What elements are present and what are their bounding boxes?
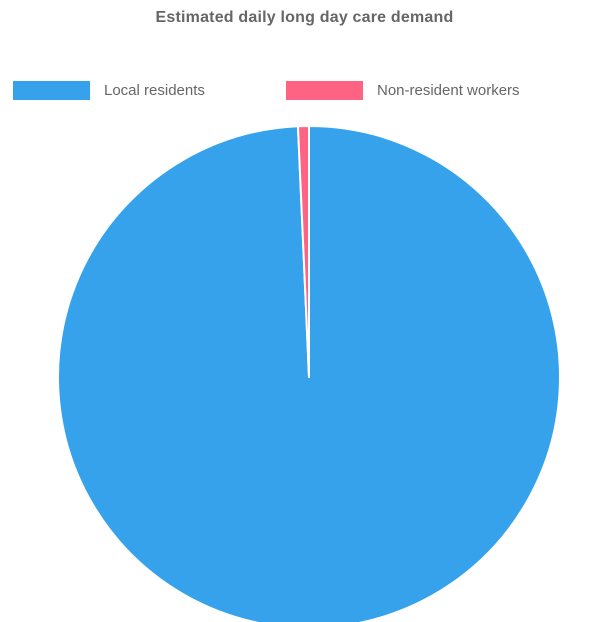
legend-item-non-resident-workers[interactable]: Non-resident workers bbox=[286, 79, 520, 101]
legend-label-local-residents: Local residents bbox=[104, 81, 205, 99]
pie-slice-non-resident-workers[interactable] bbox=[296, 125, 310, 378]
chart-title: Estimated daily long day care demand bbox=[155, 9, 454, 26]
legend-item-local-residents[interactable]: Local residents bbox=[13, 79, 205, 101]
legend-label-non-resident-workers: Non-resident workers bbox=[377, 81, 520, 99]
legend-swatch-local-residents bbox=[13, 80, 90, 100]
chart-legend: Local residents Non-resident workers bbox=[0, 79, 609, 101]
legend-swatch-non-resident-workers bbox=[286, 80, 363, 100]
